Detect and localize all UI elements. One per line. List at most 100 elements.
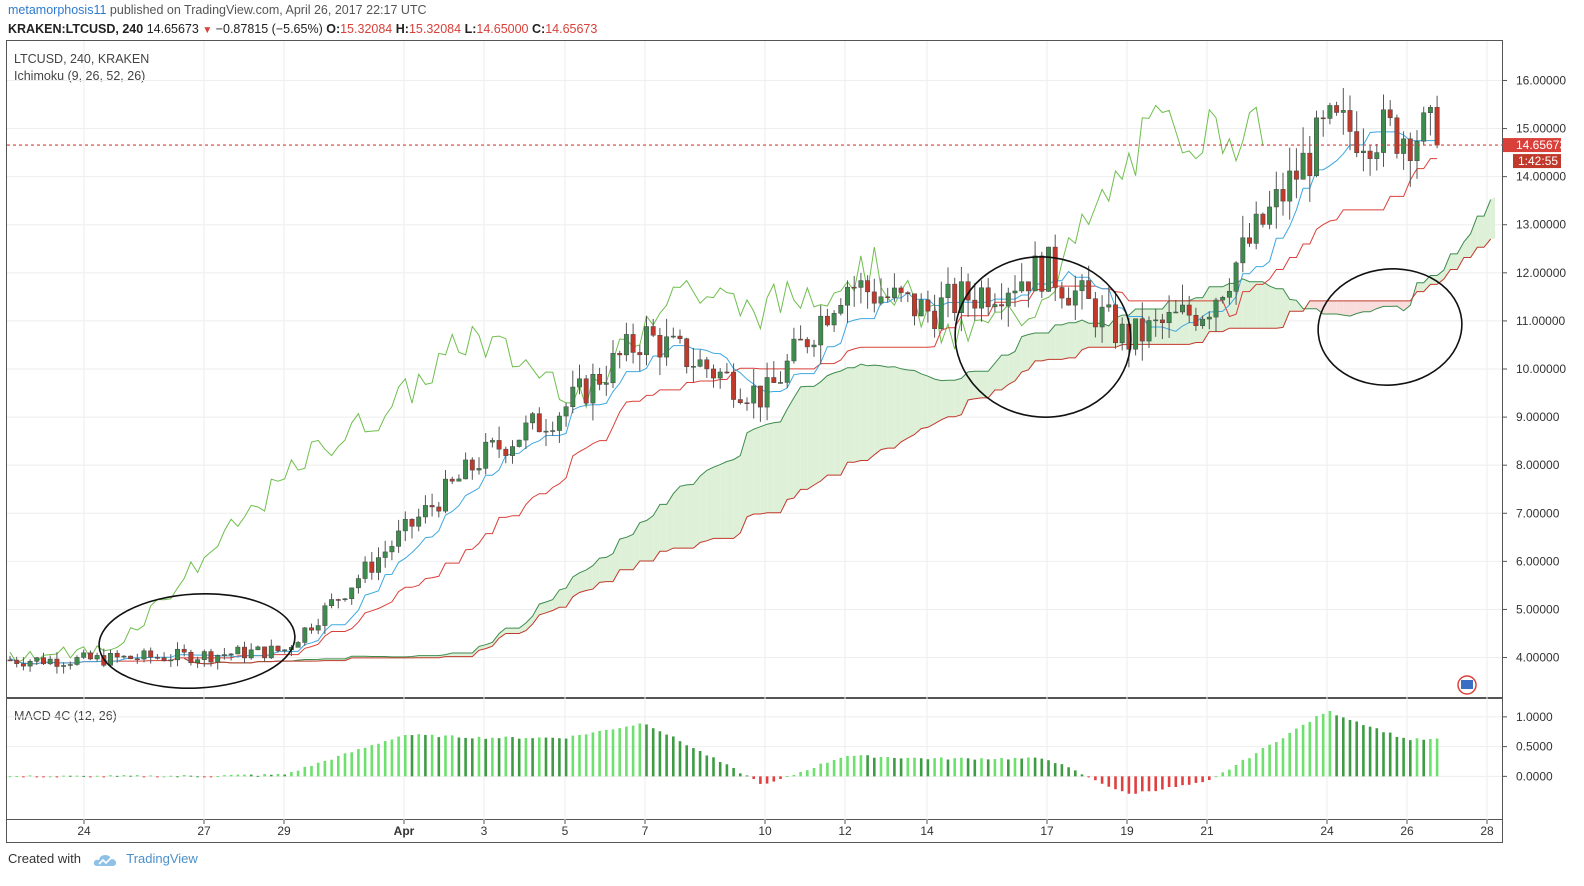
candle-body [938,297,944,329]
macd-bar [517,738,521,777]
macd-bar [524,738,528,777]
macd-bar [129,775,132,777]
cloud-segment [800,386,808,490]
cloud-segment [539,601,546,615]
cloud-segment [639,520,647,562]
macd-bar [1147,776,1151,792]
time-axis[interactable] [6,820,1503,843]
cloud-segment [1423,275,1431,292]
candle-body [610,353,616,384]
macd-bar [852,755,856,777]
macd-bar [551,737,554,777]
time-tick-label: 19 [1120,824,1134,838]
candle-body [724,371,730,374]
candle-body [516,439,522,447]
candle-body [34,657,40,662]
cloud-segment [874,365,881,455]
macd-bar [1114,776,1117,790]
candle-body [556,415,562,431]
macd-bar [1074,770,1077,777]
time-tick-label: 14 [920,824,934,838]
cloud-segment [780,409,788,513]
candle-body [175,648,180,661]
macd-bar [1141,776,1144,792]
cloud-segment [566,576,573,608]
countdown-tag [1513,154,1561,169]
macd-bar [1027,757,1030,777]
cloud-segment [1463,233,1471,258]
macd-bar [806,770,809,777]
macd-bar [712,757,715,777]
candle-body [148,650,154,658]
candle-body [1092,298,1098,328]
macd-bar [1174,776,1178,788]
macd-bar [1187,776,1191,785]
macd-bar [919,758,923,777]
open-label: O: [326,22,341,36]
candle-body [510,446,515,456]
cloud-segment [1316,300,1324,314]
cloud-segment [492,633,500,647]
macd-bar [960,757,963,777]
candle-body [1374,152,1380,159]
macd-bar [464,737,467,777]
macd-bar [48,776,52,778]
candle-body [878,296,884,304]
macd-bar [156,776,159,778]
macd-bar [397,736,400,777]
macd-pane[interactable] [6,698,1503,820]
cloud-segment [921,373,928,429]
candle-body [1427,107,1433,113]
candle-body [362,561,368,579]
cloud-segment [847,367,855,463]
macd-bar [243,774,246,777]
time-tick-label: 29 [277,824,291,838]
candle-body [496,440,502,450]
macd-bar [236,774,240,777]
macd-bar [270,774,273,777]
candle-body [141,650,147,660]
candle-body [74,657,80,665]
tradingview-link[interactable]: TradingView [126,851,198,866]
ichimoku-label[interactable]: Ichimoku (9, 26, 52, 26) [14,69,146,83]
candle-body [1200,318,1206,326]
candle-body [898,287,904,293]
macd-bar [893,757,896,777]
candle-body [543,430,549,433]
macd-bar [203,776,206,778]
candle-body [1267,206,1273,225]
macd-bar [1388,732,1392,777]
price-pane[interactable] [6,40,1503,698]
candle-body [349,587,355,600]
candle-body [1280,189,1286,202]
macd-bar [303,766,307,777]
close-value: 14.65673 [545,22,598,36]
macd-bar [357,749,360,777]
cloud-segment [1249,281,1257,329]
price-tick-label: 7.00000 [1516,506,1560,520]
senkou-span-b-line [183,238,1492,665]
candle-body [315,625,321,631]
price-tick-label: 4.00000 [1516,651,1560,665]
macd-bar [504,736,508,777]
price-tick-label: 5.00000 [1516,602,1560,616]
macd-bar [1435,738,1439,777]
macd-label[interactable]: MACD 4C (12, 26) [14,709,117,723]
author-link[interactable]: metamorphosis11 [8,3,107,17]
candle-body [1387,109,1393,119]
cloud-segment [753,426,761,514]
candle-body [1153,319,1159,322]
candle-body [1099,306,1105,328]
macd-bar [1301,724,1305,777]
macd-bar [310,765,313,777]
macd-bar [946,759,950,777]
macd-bar [8,776,12,778]
cloud-segment [1256,281,1263,329]
macd-bar [1288,732,1291,777]
macd-bar [1208,776,1211,781]
candle-body [61,665,67,667]
candle-body [121,655,127,658]
candle-body [771,377,777,383]
candle-body [1220,297,1226,301]
